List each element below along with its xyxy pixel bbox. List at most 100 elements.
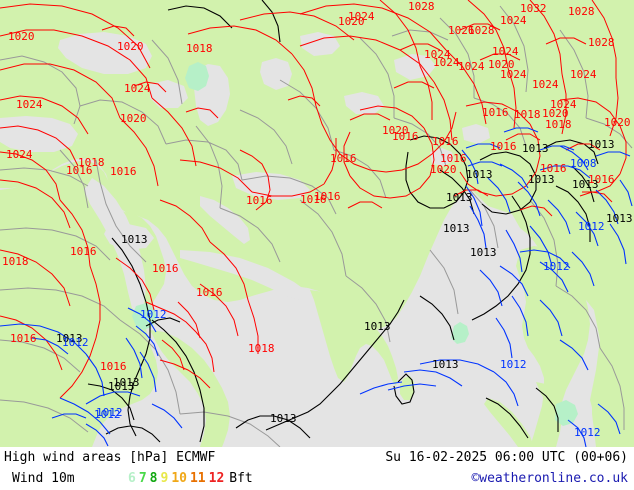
isobar-label: 1024 — [532, 78, 559, 91]
weather-map-canvas[interactable]: 1020 1020 1024 1018 1020 1024 1024 1018 1016 1016… — [0, 0, 634, 447]
isobar-label: 1012 — [543, 260, 570, 273]
isobar-label: 1028 — [588, 36, 615, 49]
isobar-label: 1013 — [108, 380, 135, 393]
isobar-label: 1020 — [488, 58, 515, 71]
beaufort-step-7: 7 — [138, 471, 147, 486]
isobar-label: 1028 — [468, 24, 495, 37]
isobar-label: 1018 — [2, 255, 29, 268]
footer-row-legend: Wind 10m 6 7 8 9 10 11 12 Bft ©weatheronline.co… — [0, 469, 634, 490]
isobar-label: 1018 — [186, 42, 213, 55]
beaufort-step-10: 10 — [171, 471, 187, 486]
isobar-label: 1012 — [578, 220, 605, 233]
isobar-label: 1013 — [121, 233, 148, 246]
isobar-label: 1024 — [424, 48, 451, 61]
isobar-label: 1012 — [140, 308, 167, 321]
landmass-layer — [0, 0, 634, 447]
isobar-label: 1018 — [78, 156, 105, 169]
isobar-label: 1016 — [330, 152, 357, 165]
isobar-label: 1024 — [458, 60, 485, 73]
isobar-label: 1013 — [446, 191, 473, 204]
isobar-label: 1013 — [443, 222, 470, 235]
isobar-label: 1013 — [528, 173, 555, 186]
isobar-label: 1008 — [570, 157, 597, 170]
isobar-label: 1013 — [522, 142, 549, 155]
map-footer: High wind areas [hPa] ECMWF Su 16-02-202… — [0, 447, 634, 490]
isobar-label: 1013 — [572, 178, 599, 191]
isobar-label: 1020 — [430, 163, 457, 176]
isobar-label: 1028 — [568, 5, 595, 18]
isobar-label: 1013 — [432, 358, 459, 371]
isobar-label: 1012 — [96, 406, 123, 419]
isobar-label: 1016 — [440, 152, 467, 165]
isobar-label: 1024 — [433, 56, 460, 69]
isobar-label: 1018 — [248, 342, 275, 355]
isobar-label: 1018 — [545, 118, 572, 131]
isobar-1013-layer — [87, 0, 599, 443]
isobar-label: 1032 — [520, 2, 547, 15]
isobar-label: 1016 — [66, 164, 93, 177]
isobar-label: 1020 — [120, 112, 147, 125]
isobar-low-layer — [0, 127, 633, 447]
isobar-label: 1013 — [470, 246, 497, 259]
isobar-label: 1012 — [500, 358, 527, 371]
isobar-label: 1013 — [606, 212, 633, 225]
isobar-label: 1024 — [550, 98, 577, 111]
isobar-label: 1018 — [514, 108, 541, 121]
isobar-label: 1013 — [588, 138, 615, 151]
isobar-label: 1020 — [338, 15, 365, 28]
isobar-label: 1013 — [466, 168, 493, 181]
isobar-label: 1024 — [570, 68, 597, 81]
beaufort-step-12: 12 — [208, 471, 225, 486]
isobar-label: 1016 — [314, 190, 341, 203]
isobar-label: 1020 — [542, 107, 569, 120]
isobar-label: 1016 — [392, 130, 419, 143]
isobar-label: 1020 — [117, 40, 144, 53]
isobar-label: 1016 — [196, 286, 223, 299]
isobar-label: 1028 — [408, 0, 435, 13]
isobar-label: 1013 — [56, 332, 83, 345]
valid-time-label: Su 16-02-2025 06:00 UTC (00+06) — [385, 450, 628, 465]
isobar-label: 1026 — [448, 24, 475, 37]
isobar-label: 1024 — [6, 148, 33, 161]
beaufort-step-9: 9 — [160, 471, 169, 486]
isobar-label: 1020 — [8, 30, 35, 43]
isobar-label: 1016 — [300, 193, 327, 206]
wind-area-bft6-bay-of-bengal — [451, 322, 469, 344]
beaufort-step-11: 11 — [189, 471, 206, 486]
isobar-label: 1012 — [62, 336, 89, 349]
copyright-link[interactable]: ©weatheronline.co.uk — [471, 471, 628, 486]
isobar-label: 1012 — [94, 408, 121, 421]
isobar-label: 1020 — [382, 124, 409, 137]
isobar-label: 1016 — [490, 140, 517, 153]
isobar-label: 1024 — [348, 10, 375, 23]
isobar-label: 1024 — [16, 98, 43, 111]
isobar-label: 1016 — [70, 245, 97, 258]
parameter-label: Wind 10m — [12, 471, 75, 486]
beaufort-step-6: 6 — [128, 471, 136, 486]
isobar-label: 1024 — [124, 82, 151, 95]
isobar-label: 1016 — [110, 165, 137, 178]
isobar-label: 1016 — [540, 162, 567, 175]
product-title: High wind areas [hPa] ECMWF — [4, 450, 216, 465]
isobar-label: 1016 — [482, 106, 509, 119]
isobar-label: 1013 — [113, 376, 140, 389]
beaufort-scale-legend: 6 7 8 9 10 11 12 Bft — [128, 469, 253, 488]
inland-water-layer — [0, 32, 490, 314]
isobar-label: 1016 — [100, 360, 127, 373]
isobar-label: 1016 — [10, 332, 37, 345]
beaufort-unit-label: Bft — [229, 471, 253, 486]
isobar-label: 1012 — [574, 426, 601, 439]
isobar-label: 1016 — [152, 262, 179, 275]
isobar-label: 1024 — [500, 14, 527, 27]
isobar-label: 1013 — [270, 412, 297, 425]
isobar-high-layer — [0, 0, 627, 399]
isobar-label: 1024 — [500, 68, 527, 81]
isobar-label: 1016 — [432, 135, 459, 148]
isobar-label: 1020 — [604, 116, 631, 129]
wind-area-bft6-south-china-sea — [555, 400, 578, 426]
footer-row-title: High wind areas [hPa] ECMWF Su 16-02-202… — [0, 448, 634, 469]
isobar-label: 1016 — [246, 194, 273, 207]
